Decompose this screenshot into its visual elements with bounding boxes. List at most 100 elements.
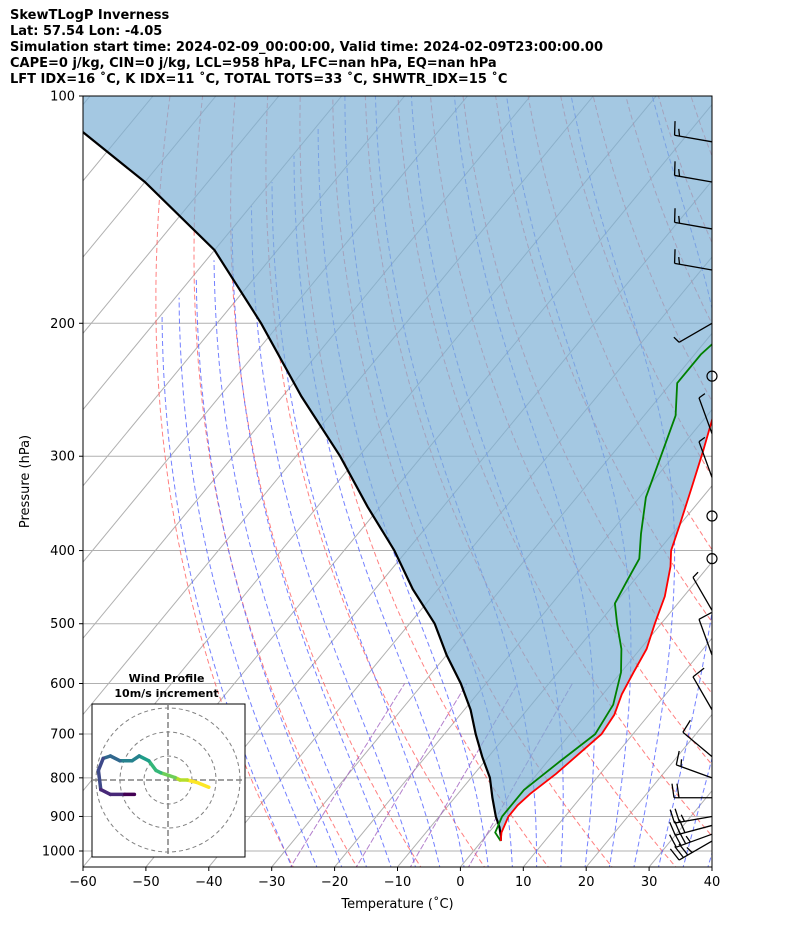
barb-flag — [675, 750, 680, 765]
moist-adiabat — [651, 96, 712, 867]
moist-adiabat — [732, 79, 794, 870]
indices-line: LFT IDX=16 ˚C, K IDX=11 ˚C, TOTAL TOTS=3… — [10, 72, 508, 87]
mixing-ratio-line — [355, 683, 468, 867]
barb-flag — [692, 571, 699, 578]
barb-flag — [669, 822, 676, 836]
y-tick-label: 200 — [50, 317, 75, 332]
barb-flag — [676, 783, 680, 798]
barb-flag — [671, 783, 675, 798]
wind-barbs — [669, 121, 718, 861]
parcel-profile-line — [83, 130, 503, 842]
x-tick-label: 20 — [578, 875, 595, 890]
dry-adiabat — [299, 96, 549, 867]
mixing-ratio-line — [290, 683, 406, 867]
barb-staff — [676, 764, 713, 779]
y-tick-label: 800 — [50, 771, 75, 786]
moist-adiabat — [570, 96, 676, 867]
y-tick-label: 100 — [50, 90, 75, 105]
moist-adiabat — [178, 297, 318, 867]
dry-adiabat — [193, 96, 358, 867]
x-tick-label: −40 — [195, 875, 222, 890]
hodograph-subtitle: 10m/s increment — [114, 687, 218, 700]
moist-adiabat — [317, 127, 489, 867]
barb-staff — [674, 134, 713, 143]
barb-staff — [692, 577, 713, 611]
calm-wind-circle — [706, 553, 718, 565]
axes: −60 −50 −40 −30 −20 −10 0 10 20 30 40 1000 900 800 700… — [18, 90, 720, 913]
temperature-profile-line — [499, 416, 712, 842]
barb-staff — [678, 322, 713, 343]
wind-barb — [675, 750, 713, 779]
barb-staff — [674, 262, 713, 271]
dry-adiabat — [265, 96, 486, 867]
barb-staff — [698, 441, 713, 478]
barb-staff — [676, 833, 713, 848]
chart-header: SkewTLogP Inverness Lat: 57.54 Lon: -4.0… — [10, 8, 603, 88]
isotherm-line — [585, 713, 712, 867]
barb-flag — [673, 336, 680, 343]
wind-barb — [673, 322, 713, 343]
hodograph-segment — [99, 787, 113, 797]
isotherm-line — [83, 96, 91, 106]
barb-flag — [698, 393, 706, 399]
barb-flag — [698, 612, 712, 620]
barb-flag — [669, 809, 676, 824]
wind-barb — [669, 840, 713, 861]
barb-flag — [669, 848, 680, 861]
barb-flag — [682, 719, 691, 733]
hodograph-segment — [96, 768, 103, 792]
wind-barb — [671, 783, 712, 799]
y-tick-label: 700 — [50, 728, 75, 743]
barb-staff — [674, 815, 713, 824]
isotherm-line — [83, 96, 217, 258]
calm-wind-circle — [706, 510, 718, 522]
hodograph-segment — [96, 756, 105, 773]
hodograph-segment — [137, 754, 151, 763]
barb-flag — [686, 846, 693, 853]
x-tick-label: 30 — [641, 875, 658, 890]
barb-staff — [674, 174, 713, 183]
y-axis-label: Pressure (hPa) — [18, 435, 33, 528]
barb-flag — [692, 667, 705, 678]
x-tick-label: 0 — [456, 875, 464, 890]
calm-wind-circle — [706, 370, 718, 382]
time-line: Simulation start time: 2024-02-09_00:00:… — [10, 40, 603, 55]
dewpoint-profile-line — [494, 343, 712, 842]
chart-title: SkewTLogP Inverness — [10, 8, 170, 23]
moist-adiabat — [231, 228, 392, 867]
hodograph-inset: Wind Profile 10m/s increment — [91, 672, 246, 858]
barb-flag — [680, 759, 683, 767]
x-tick-label: −10 — [384, 875, 411, 890]
x-tick-label: −20 — [321, 875, 348, 890]
moist-adiabat — [213, 260, 368, 867]
y-tick-label: 600 — [50, 677, 75, 692]
barb-flag — [678, 128, 681, 137]
barb-flag — [678, 215, 681, 224]
moist-adiabat — [271, 181, 441, 867]
wind-barb — [673, 208, 713, 230]
y-tick-label: 300 — [50, 450, 75, 465]
barb-flag — [698, 436, 706, 443]
x-tick-label: −60 — [69, 875, 96, 890]
dry-adiabat — [230, 96, 422, 867]
barb-staff — [678, 840, 713, 861]
dry-adiabat — [718, 79, 794, 870]
wind-barb — [706, 553, 718, 565]
wind-barb — [706, 370, 718, 382]
isotherm-line — [762, 79, 794, 882]
x-tick-label: −50 — [132, 875, 159, 890]
barb-flag — [678, 256, 681, 265]
y-tick-label: 500 — [50, 617, 75, 632]
hodograph-segment — [195, 780, 211, 789]
cin-shading — [83, 96, 712, 841]
barb-flag — [678, 168, 681, 177]
isotherm-line — [711, 866, 712, 867]
wind-barb — [692, 571, 713, 611]
barb-flag — [669, 834, 677, 848]
wind-barb — [698, 436, 713, 478]
wind-barb — [673, 161, 713, 183]
barb-staff — [692, 676, 713, 711]
x-tick-label: 40 — [704, 875, 721, 890]
wind-barb — [692, 667, 713, 711]
